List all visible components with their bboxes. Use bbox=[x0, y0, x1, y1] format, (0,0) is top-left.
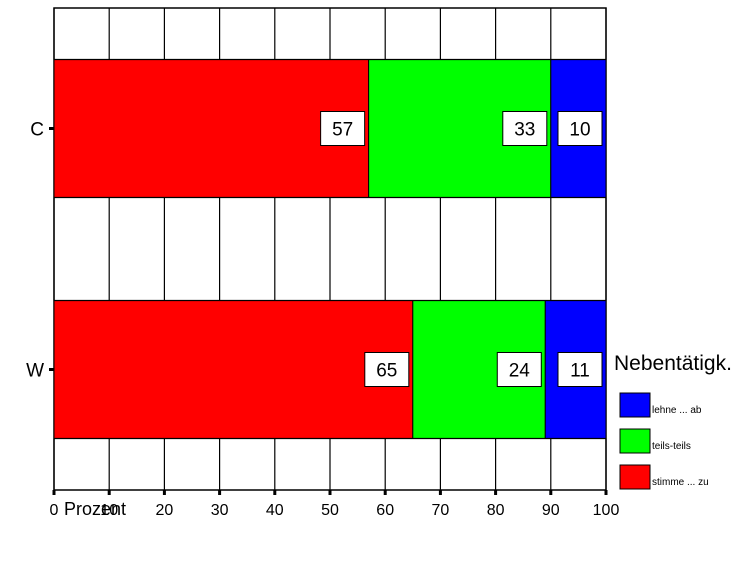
data-labels: 57 33 10 65 24 11 bbox=[320, 111, 603, 387]
data-label: 57 bbox=[332, 120, 353, 141]
data-label-box bbox=[320, 111, 366, 146]
data-label-box bbox=[502, 111, 548, 146]
data-label-box bbox=[557, 352, 603, 387]
legend-swatch bbox=[619, 464, 651, 490]
x-tick-label: 60 bbox=[376, 502, 394, 519]
bar-C-1 bbox=[53, 59, 370, 198]
x-tick-label: 50 bbox=[321, 502, 339, 519]
y-tick-label: W bbox=[26, 361, 44, 382]
data-label: 24 bbox=[509, 361, 531, 382]
legend: Nebentätigk. lehne ... ab teils-teils stimm… bbox=[614, 352, 732, 490]
x-tick-label: 80 bbox=[487, 502, 505, 519]
data-label: 33 bbox=[514, 120, 535, 141]
x-tick-label: 70 bbox=[432, 502, 450, 519]
x-tick-label: 100 bbox=[593, 502, 620, 519]
y-tick-label: C bbox=[30, 120, 44, 141]
x-tick-label: 40 bbox=[266, 502, 284, 519]
bar-W-1 bbox=[53, 300, 414, 439]
legend-label: teils-teils bbox=[652, 441, 691, 452]
x-axis: 0 10 20 30 40 50 60 70 80 90 100 bbox=[50, 490, 620, 519]
legend-title: Nebentätigk. bbox=[614, 352, 732, 375]
x-tick-label: 90 bbox=[542, 502, 560, 519]
data-label-box bbox=[557, 111, 603, 146]
data-label: 11 bbox=[570, 361, 590, 382]
data-label: 10 bbox=[569, 120, 590, 141]
x-tick-label: 10 bbox=[100, 502, 118, 519]
data-label-box bbox=[496, 352, 542, 387]
data-label-box bbox=[364, 352, 410, 387]
legend-swatch bbox=[619, 392, 651, 418]
x-tick-label: 20 bbox=[156, 502, 174, 519]
x-tick-label: 0 bbox=[50, 502, 59, 519]
x-tick-label: 30 bbox=[211, 502, 229, 519]
gridlines bbox=[53, 8, 607, 490]
legend-label: lehne ... ab bbox=[652, 405, 702, 416]
data-label: 65 bbox=[376, 361, 397, 382]
legend-swatch bbox=[619, 428, 651, 454]
legend-label: stimme ... zu bbox=[652, 477, 709, 488]
y-axis: CW bbox=[26, 120, 54, 382]
x-axis-title: Prozent bbox=[64, 499, 126, 519]
